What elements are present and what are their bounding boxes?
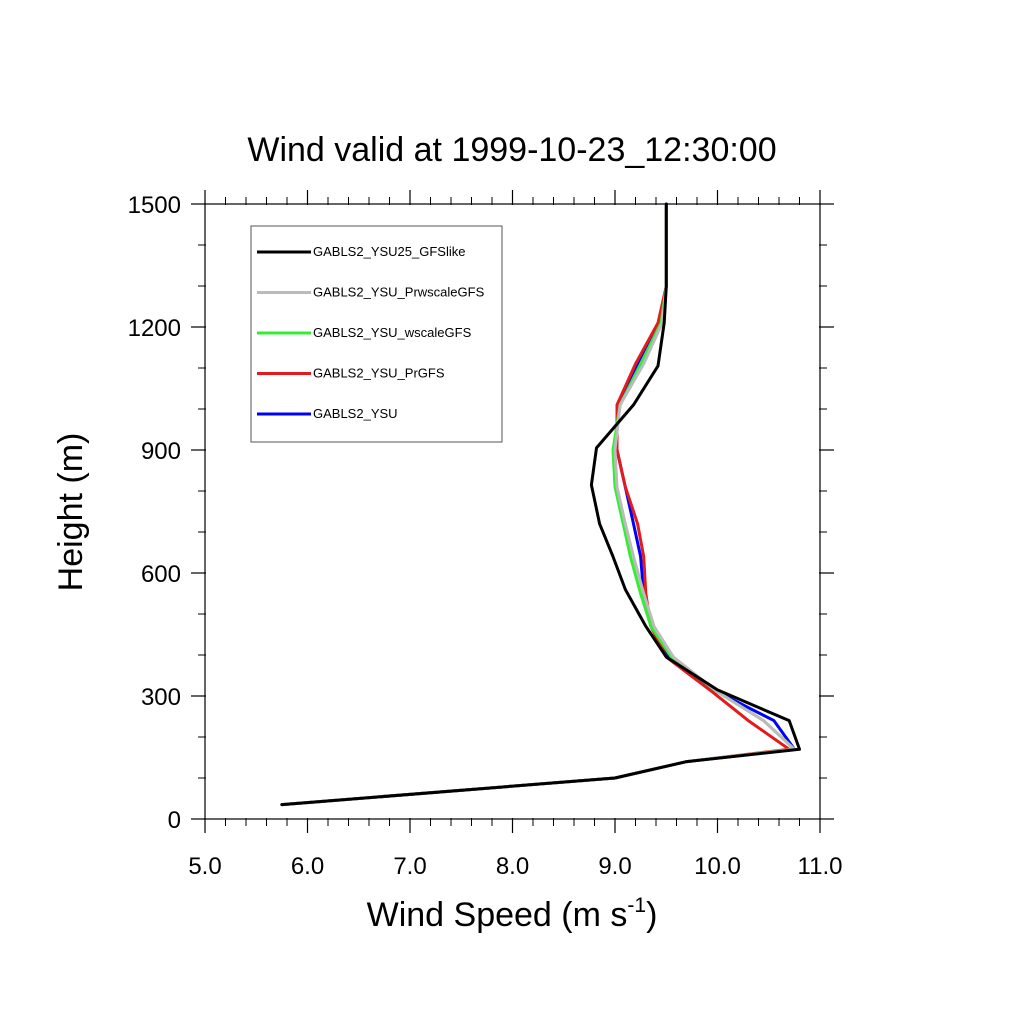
y-axis-label: Height (m) xyxy=(52,433,90,592)
y-tick-label: 600 xyxy=(141,561,181,588)
legend-label: GABLS2_YSU_wscaleGFS xyxy=(313,325,472,340)
x-tick-label: 9.0 xyxy=(598,853,631,880)
x-tick-label: 11.0 xyxy=(798,853,843,880)
x-axis-label: Wind Speed (m s-1) xyxy=(367,894,658,934)
x-tick-label: 7.0 xyxy=(393,853,426,880)
series-layer xyxy=(280,202,801,807)
x-tick-label: 10.0 xyxy=(694,853,741,880)
legend: GABLS2_YSU25_GFSlike GABLS2_YSU_PrwscaleG… xyxy=(250,225,503,443)
y-tick-label: 1200 xyxy=(128,315,181,342)
y-tick-label: 900 xyxy=(141,438,181,465)
x-tick-label: 6.0 xyxy=(291,853,324,880)
x-tick-label: 8.0 xyxy=(496,853,529,880)
y-tick-label: 300 xyxy=(141,684,181,711)
legend-label: GABLS2_YSU25_GFSlike xyxy=(313,244,465,259)
legend-label: GABLS2_YSU_PrwscaleGFS xyxy=(313,285,485,300)
y-tick-label: 1500 xyxy=(128,192,181,219)
x-tick-label: 5.0 xyxy=(188,853,221,880)
legend-label: GABLS2_YSU_PrGFS xyxy=(313,366,445,381)
x-axis-label-close: ) xyxy=(646,896,657,934)
legend-label: GABLS2_YSU xyxy=(313,406,398,421)
y-tick-label: 0 xyxy=(168,807,181,834)
axes-layer: 5.0 6.0 7.0 8.0 9.0 10.0 11.0 0 300 600 900 1200 150… xyxy=(128,190,843,880)
x-axis-label-exponent: -1 xyxy=(627,894,646,917)
series-line-gabls2-ysu25-gfslike xyxy=(280,202,801,807)
chart-title: Wind valid at 1999-10-23_12:30:00 xyxy=(247,131,776,169)
x-axis-label-text: Wind Speed (m s xyxy=(367,896,628,934)
